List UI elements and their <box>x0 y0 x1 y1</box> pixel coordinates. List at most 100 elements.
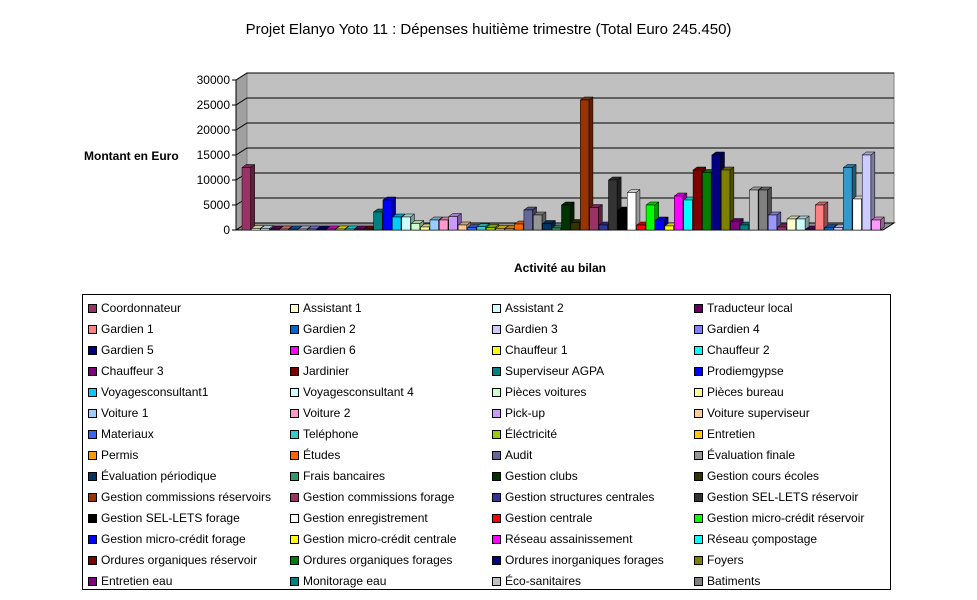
legend-swatch <box>694 471 703 481</box>
legend-swatch <box>694 345 703 355</box>
bar-front <box>439 219 449 231</box>
legend-swatch <box>694 450 703 460</box>
legend-item: Évaluation périodique <box>88 466 216 486</box>
legend-label: Études <box>303 448 341 462</box>
legend-item: Voyagesconsultant 4 <box>290 382 414 402</box>
bar-front <box>382 199 392 231</box>
bar-front <box>711 154 721 231</box>
legend-swatch <box>492 345 501 355</box>
bar-front <box>260 228 270 231</box>
bar-front <box>721 169 731 231</box>
legend-swatch <box>492 303 501 313</box>
bar <box>476 223 491 231</box>
legend-label: Réseau çompostage <box>707 532 818 546</box>
legend-swatch <box>694 513 703 523</box>
legend-label: Monitorage eau <box>303 574 387 588</box>
legend-label: Voiture superviseur <box>707 406 810 420</box>
y-tick-label: 5000 <box>203 198 230 212</box>
legend-swatch <box>88 555 97 565</box>
bar-front <box>730 221 740 231</box>
legend-label: Traducteur local <box>707 301 793 315</box>
legend-label: Pick-up <box>505 406 546 420</box>
legend-label: Assistant 2 <box>505 301 564 315</box>
bar-front <box>702 172 712 231</box>
bar-front <box>251 228 261 231</box>
legend-swatch <box>694 324 703 334</box>
legend-swatch <box>492 576 501 586</box>
legend-swatch <box>290 576 299 586</box>
legend-label: Ordures organiques forages <box>303 553 453 567</box>
legend-label: Gestion clubs <box>505 469 578 483</box>
legend-label: Chauffeur 3 <box>101 364 164 378</box>
bar-front <box>692 169 702 231</box>
legend-swatch <box>290 471 299 481</box>
bar-front <box>617 209 627 231</box>
legend-item: Réseau çompostage <box>694 529 817 549</box>
bar-front <box>636 224 646 231</box>
bar-front <box>542 223 552 231</box>
legend-swatch <box>88 408 97 418</box>
bar-front <box>326 228 336 231</box>
legend-item: Gardien 5 <box>88 340 154 360</box>
legend-swatch <box>88 366 97 376</box>
legend-item: Éco-sanitaires <box>492 571 581 591</box>
legend-item: Frais bancaires <box>290 466 385 486</box>
legend-label: Gestion SEL-LETS réservoir <box>707 490 859 504</box>
legend-item: Gardien 4 <box>694 319 760 339</box>
legend-item: Réseau assainissement <box>492 529 632 549</box>
legend-label: Gardien 4 <box>707 322 760 336</box>
legend-label: Prodiemgypse <box>707 364 784 378</box>
legend-swatch <box>290 408 299 418</box>
legend-label: Assistant 1 <box>303 301 362 315</box>
legend-item: Gestion enregistrement <box>290 508 428 528</box>
bar-front <box>457 224 468 231</box>
legend-swatch <box>492 366 501 376</box>
bar-front <box>777 226 787 231</box>
legend-item: Gestion clubs <box>492 466 578 486</box>
legend-item: Gestion cours écoles <box>694 466 819 486</box>
legend-swatch <box>88 303 97 313</box>
chart-title: Projet Elanyo Yoto 11 : Dépenses huitièm… <box>245 21 732 38</box>
legend-item: Voyagesconsultant1 <box>88 382 208 402</box>
legend-swatch <box>290 555 299 565</box>
legend-item: Pièces bureau <box>694 382 784 402</box>
bar-front <box>767 214 778 231</box>
bar-front <box>410 223 421 231</box>
bar-front <box>645 204 655 231</box>
legend-item: Gestion commissions forage <box>290 487 454 507</box>
bar-front <box>805 228 815 231</box>
bar-front <box>749 189 759 231</box>
legend-label: Gestion centrale <box>505 511 593 525</box>
legend-label: Gestion SEL-LETS forage <box>101 511 240 525</box>
bar <box>814 201 829 231</box>
bar-front <box>570 222 580 231</box>
bar-front <box>241 167 251 231</box>
legend-item: Jardinier <box>290 361 349 381</box>
bar-front <box>269 228 280 231</box>
bar-front <box>655 219 665 231</box>
legend-swatch <box>694 576 703 586</box>
legend-item: Gardien 1 <box>88 319 154 339</box>
bar-front <box>533 214 543 231</box>
legend-item: Traducteur local <box>694 298 793 318</box>
bar-side <box>250 164 255 231</box>
legend-label: Jardinier <box>303 364 350 378</box>
legend-label: Gestion micro-crédit centrale <box>303 532 457 546</box>
legend-item: Foyers <box>694 550 744 570</box>
bar-front <box>664 225 674 231</box>
legend-label: Gardien 2 <box>303 322 356 336</box>
legend-item: Éléctricité <box>492 424 557 444</box>
legend-label: Frais bancaires <box>303 469 386 483</box>
legend-swatch <box>88 513 97 523</box>
legend-label: Foyers <box>707 553 744 567</box>
legend-label: Gardien 5 <box>101 343 154 357</box>
gridline <box>235 97 894 106</box>
bar-front <box>345 228 355 231</box>
bar-front <box>523 209 533 231</box>
bar-front <box>871 219 881 231</box>
bar-front <box>758 189 768 231</box>
legend-item: Voiture superviseur <box>694 403 810 423</box>
legend-item: Études <box>290 445 340 465</box>
legend-item: Batiments <box>694 571 760 591</box>
legend-label: Gestion cours écoles <box>707 469 820 483</box>
